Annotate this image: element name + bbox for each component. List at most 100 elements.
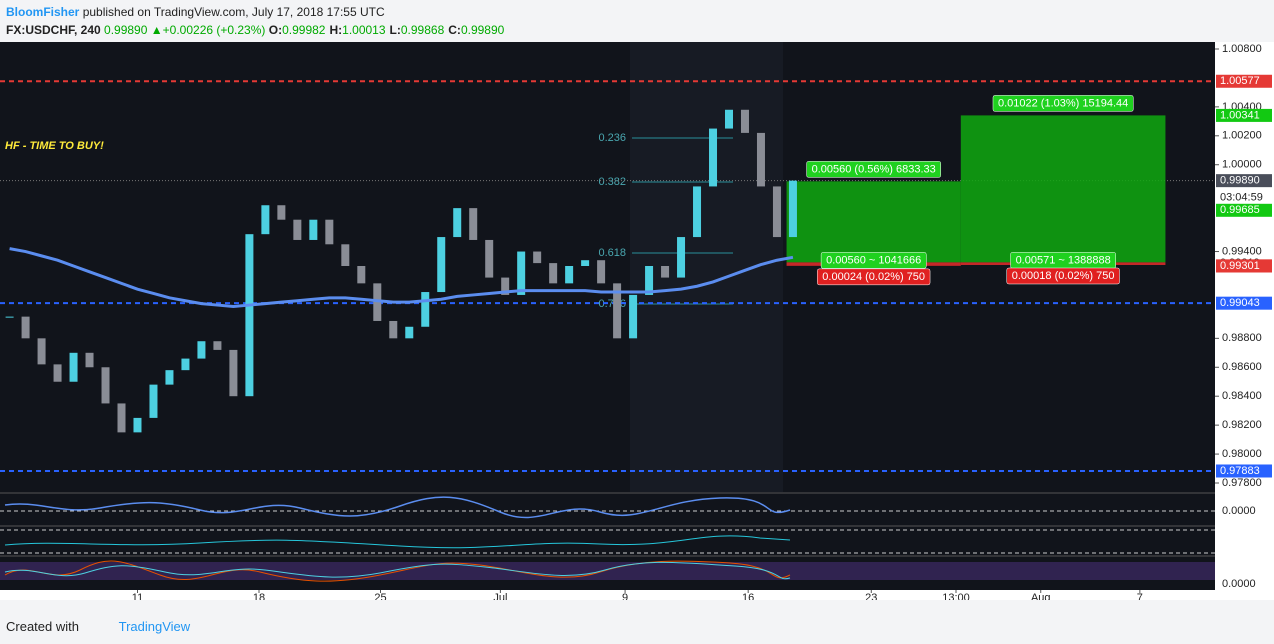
profit-zone [786,181,961,263]
position-label-bg [992,95,1134,112]
price-tag [1216,108,1272,122]
candle [677,237,686,278]
candle [485,239,494,278]
price-tag-label: 1.00341 [1220,109,1260,121]
position-label-bg [820,252,927,269]
ohlc-key: L: [389,23,401,37]
candle [756,132,765,187]
y-tick-label: 0.98200 [1222,419,1262,431]
created: Created with [6,619,79,634]
price-tag-label: 0.99043 [1220,297,1260,309]
candle [517,251,526,295]
candle [709,128,718,187]
position-label: 0.00018 (0.02%) 750 [1012,270,1115,282]
candle [788,180,797,238]
candle [740,109,749,133]
profit-zone [960,115,1166,263]
price-tag [1216,174,1272,188]
y-tick-label: 0.98400 [1222,390,1262,402]
author[interactable]: BloomFisher [6,5,80,19]
footer: Created with TradingView [6,619,190,634]
candle [245,234,254,397]
candle [85,352,94,368]
price-tag [1216,74,1272,88]
price-tag [1216,296,1272,310]
candle [597,260,606,284]
candle [389,320,398,339]
y-tick-label: 0.97800 [1222,477,1262,489]
candle [693,186,702,238]
y-tick-label: 0.98800 [1222,332,1262,344]
stoch-d [4,561,791,580]
candle [725,109,733,129]
candle [661,266,670,278]
position-label: 0.01022 (1.03%) 15194.44 [998,97,1128,109]
candle [69,352,78,382]
header-line1: BloomFisher published on TradingView.com… [6,5,385,19]
osc-label: 0.0000 [1222,578,1256,590]
candle [165,370,174,385]
y-tick-label: 1.00200 [1222,130,1262,142]
price-tag-label: 0.99890 [1220,175,1260,187]
y-tick-label: 1.00000 [1222,159,1262,171]
candle [197,341,206,359]
last: 0.99890 [104,23,148,37]
x-tick-label: 7 [1137,592,1143,600]
position-label: 0.00024 (0.02%) 750 [822,271,925,283]
candle [21,316,30,339]
candle [293,219,302,240]
candle [469,208,478,240]
stoch-k [4,560,791,582]
y-tick-label: 1.00800 [1222,43,1262,55]
candle [565,266,574,284]
candle [181,358,190,371]
candle [581,260,590,266]
candle [213,341,222,350]
price-tag [1216,259,1272,273]
price-tag-label: 0.99301 [1220,260,1260,272]
change: +0.00226 (+0.23%) [162,23,266,37]
candle [101,367,110,404]
candle [421,292,430,327]
candle [645,266,654,295]
x-tick-label: 23 [865,592,877,600]
annotation: HF - TIME TO BUY! [5,140,104,152]
x-tick-label: 13:00 [942,592,970,600]
x-tick-label: 25 [374,592,386,600]
candle [133,417,142,433]
price-axis [1215,42,1274,592]
position-label: 0.00560 (0.56%) 6833.33 [812,163,936,175]
candle [5,316,14,318]
ohlc-value: 0.99890 [460,23,505,37]
ohlc-key: O: [268,23,283,37]
x-tick-label: Aug [1031,592,1051,600]
x-tick-label: 11 [132,592,143,600]
x-tick-label: Jul [493,592,507,600]
osc-line [4,496,791,519]
fib-label: 0.618 [598,247,626,259]
candle [613,283,622,339]
candle [533,251,542,264]
position-label: 0.00560 ~ 1041666 [826,254,921,266]
candle [229,349,238,397]
price-tag-label: 0.97883 [1220,465,1260,477]
position-label-bg [1006,267,1120,285]
fib-label: 0.236 [598,132,626,144]
price-tag [1216,464,1272,478]
brand[interactable]: TradingView [118,619,191,634]
ohlc-value: 0.99982 [282,23,326,37]
chart: 0.0000 0.0000 HF - TIME TO BUY! 1.00800 1… [0,42,1274,600]
y-tick-label: 0.98600 [1222,361,1262,373]
symbol: FX:USDCHF, 240 [6,23,101,37]
candle [629,294,638,339]
candle [277,205,286,220]
candle [149,384,158,418]
ohlc-value: 0.99868 [400,23,445,37]
candle [405,326,414,339]
candle [549,263,558,284]
x-tick-label: 18 [253,592,265,600]
ohlc-key: C: [448,23,461,37]
candle [261,205,270,235]
candle [37,338,46,365]
